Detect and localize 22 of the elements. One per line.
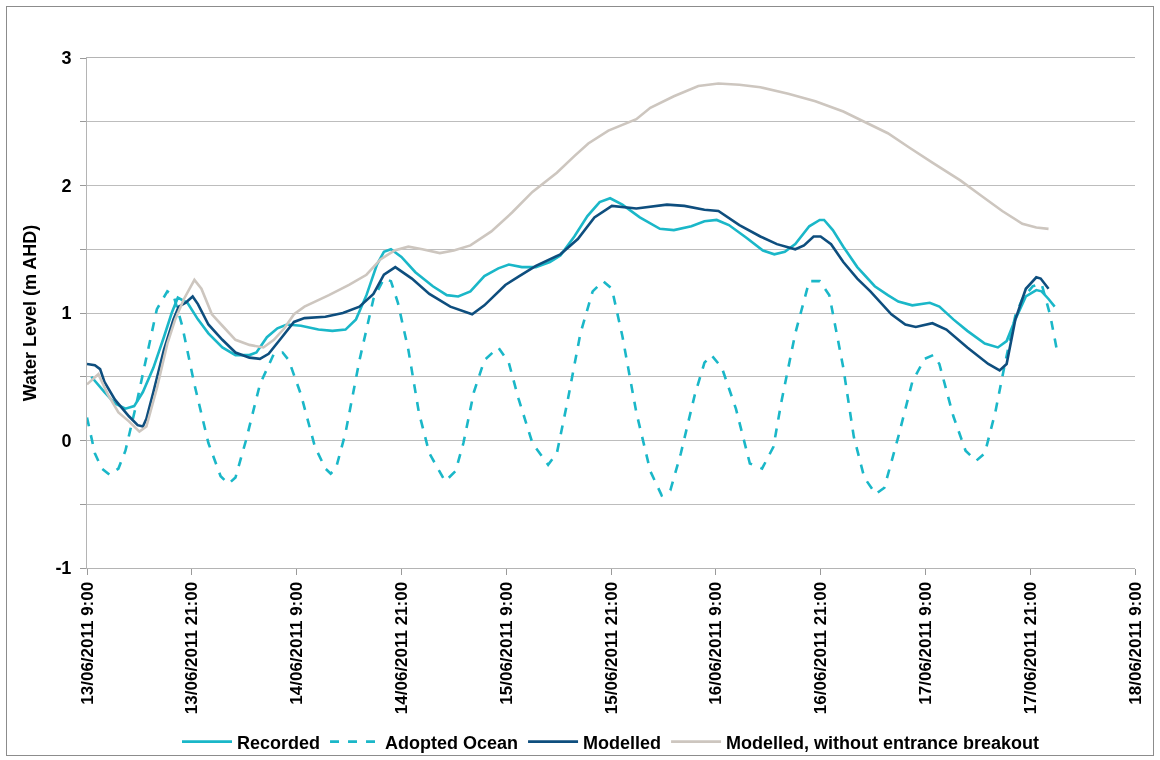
y-tick-label: 1 <box>61 303 72 324</box>
y-tick-label: 0 <box>61 430 72 451</box>
x-tick-label: 14/06/2011 21:00 <box>391 581 411 715</box>
x-tick-label: 16/06/2011 21:00 <box>811 581 831 715</box>
legend-label: Recorded <box>237 732 321 753</box>
x-tick-label: 16/06/2011 9:00 <box>706 581 726 705</box>
x-tick-label: 15/06/2011 9:00 <box>496 581 516 705</box>
x-tick-label: 14/06/2011 9:00 <box>287 581 307 705</box>
y-axis-title: Water Level (m AHD) <box>19 224 40 402</box>
x-tick-label: 18/06/2011 9:00 <box>1125 581 1145 705</box>
x-tick-label: 17/06/2011 21:00 <box>1020 581 1040 715</box>
y-tick-label: -1 <box>55 558 72 579</box>
x-tick-label: 17/06/2011 9:00 <box>915 581 935 705</box>
legend-label: Adopted Ocean <box>385 732 519 753</box>
y-tick-label: 2 <box>61 175 72 196</box>
x-tick-label: 13/06/2011 21:00 <box>182 581 202 715</box>
x-tick-label: 15/06/2011 21:00 <box>601 581 621 715</box>
legend-label: Modelled <box>583 732 662 753</box>
legend-label: Modelled, without entrance breakout <box>726 732 1040 753</box>
line-series <box>87 82 1050 433</box>
x-tick-label: 13/06/2011 9:00 <box>77 581 97 705</box>
y-tick-label: 3 <box>61 48 72 69</box>
